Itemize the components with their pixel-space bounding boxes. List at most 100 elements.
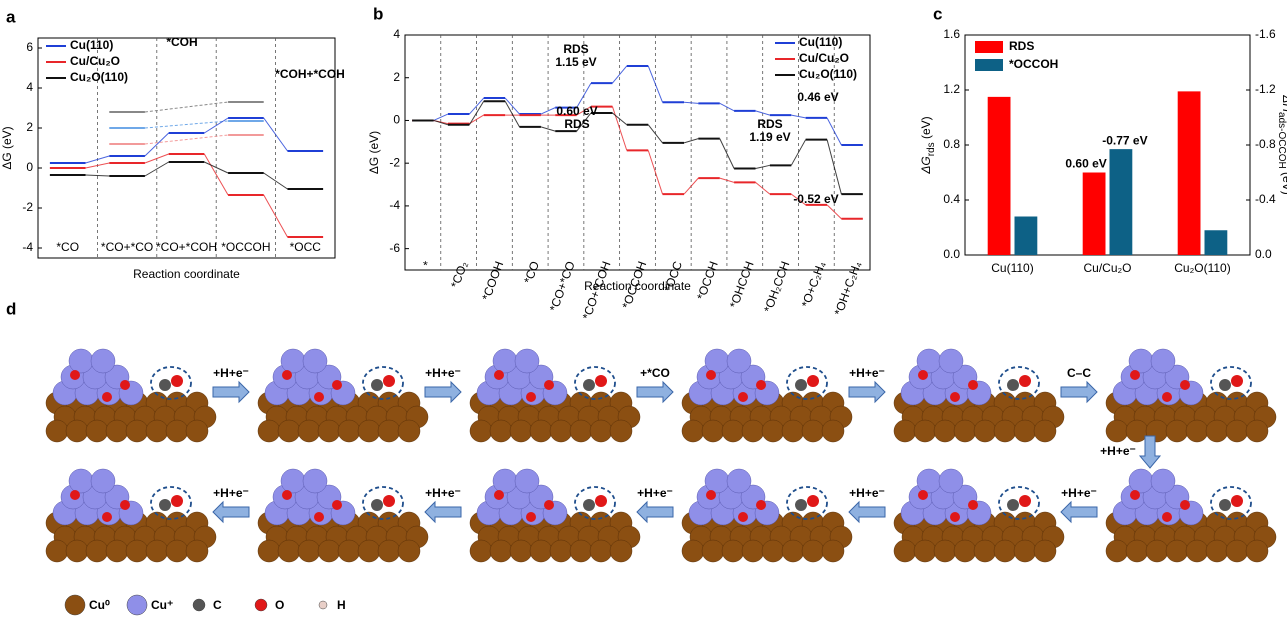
c-atom (1219, 499, 1231, 511)
cu0-atom (1166, 420, 1188, 442)
c-atom (583, 499, 595, 511)
y-tick-label: -2 (22, 200, 33, 214)
cu0-atom (1226, 540, 1248, 562)
connector (469, 98, 483, 114)
cu0-atom (722, 540, 744, 562)
o-atom (595, 495, 607, 507)
y-tick-label: 1.6 (943, 27, 960, 41)
cu0-atom (974, 540, 996, 562)
c-atom (1219, 379, 1231, 391)
connector (684, 102, 698, 103)
cu0-atom (1106, 540, 1128, 562)
y-tick-label: 0.4 (943, 192, 960, 206)
annotation: *COH (166, 35, 197, 49)
cu0-atom (1206, 540, 1228, 562)
o-atom (706, 490, 716, 500)
legend-label: O (275, 598, 284, 612)
x-tick-label: *OH₂CCH (761, 259, 792, 314)
o-atom (1019, 375, 1031, 387)
annotation: 0.46 eV (797, 90, 838, 104)
connector (469, 115, 483, 124)
cu0-atom (550, 420, 572, 442)
cu0-atom (994, 420, 1016, 442)
panel-label: a (6, 7, 16, 26)
y2-tick-label: -0.8 (1255, 137, 1276, 151)
cu0-atom (1186, 420, 1208, 442)
y-axis-sub: ads-OCCOH (1276, 112, 1287, 169)
cu0-atom (398, 420, 420, 442)
o-atom (120, 380, 130, 390)
cu-plus-atom (1151, 469, 1175, 493)
cu-plus-atom (91, 349, 115, 373)
y-tick-label: 0.0 (943, 247, 960, 261)
cu0-atom (106, 420, 128, 442)
x-tick-label: * (420, 259, 435, 268)
cu0-atom (994, 540, 1016, 562)
cu0-atom (590, 420, 612, 442)
step-label: +H+e⁻ (213, 366, 249, 380)
cu0-atom (702, 420, 724, 442)
cu0-atom (570, 540, 592, 562)
cu0-atom (914, 540, 936, 562)
cu0-atom (126, 420, 148, 442)
o-atom (70, 370, 80, 380)
o-atom (1162, 512, 1172, 522)
cu0-atom (490, 540, 512, 562)
o-atom (756, 500, 766, 510)
annotation: RDS (564, 117, 589, 131)
step-label: +H+e⁻ (849, 486, 885, 500)
c-atom (583, 379, 595, 391)
cu0-atom (66, 540, 88, 562)
cu0-atom (278, 540, 300, 562)
cu0-atom (258, 420, 280, 442)
y2-tick-label: -1.6 (1255, 27, 1276, 41)
cu0-atom (186, 540, 208, 562)
connector (145, 135, 228, 144)
o-atom (918, 490, 928, 500)
cu0-atom (1014, 540, 1036, 562)
o-atom (526, 512, 536, 522)
cu-plus-atom (705, 469, 729, 493)
annotation: 0.60 eV (556, 104, 597, 118)
cu0-atom (1166, 540, 1188, 562)
cu-plus-atom (281, 469, 305, 493)
cu0-atom (1146, 540, 1168, 562)
o-atom (314, 392, 324, 402)
o-atom (950, 392, 960, 402)
cu0-atom (822, 540, 844, 562)
step-label: +*CO (640, 366, 670, 380)
y-tick-label: 0.8 (943, 137, 960, 151)
o-atom (70, 490, 80, 500)
x-tick-label: *CO (521, 259, 542, 285)
legend-label: Cu⁰ (89, 598, 110, 612)
legend-atom (193, 599, 205, 611)
legend-swatch (975, 59, 1003, 71)
connector (86, 156, 110, 163)
cu-plus-atom (515, 349, 539, 373)
cu0-atom (146, 540, 168, 562)
step-arrow (213, 502, 249, 522)
cu0-atom (802, 420, 824, 442)
cu0-atom (318, 540, 340, 562)
y-tick-label: 4 (26, 80, 33, 94)
annotation: 1.15 eV (555, 55, 596, 69)
step-arrow (1061, 502, 1097, 522)
o-atom (1019, 495, 1031, 507)
y-tick-label: 2 (26, 120, 33, 134)
o-atom (738, 392, 748, 402)
cu0-atom (1246, 420, 1268, 442)
c-atom (1007, 379, 1019, 391)
o-atom (332, 500, 342, 510)
cu0-atom (610, 540, 632, 562)
y2-tick-label: -0.4 (1255, 192, 1276, 206)
cu0-atom (46, 420, 68, 442)
legend-atom (65, 595, 85, 615)
annotation: -0.52 eV (793, 192, 838, 206)
cu-plus-atom (515, 469, 539, 493)
o-atom (544, 380, 554, 390)
y-tick-label: 2 (393, 70, 400, 84)
y-tick-label: 0 (393, 113, 400, 127)
c-atom (795, 379, 807, 391)
cu0-atom (914, 420, 936, 442)
cu0-atom (742, 540, 764, 562)
